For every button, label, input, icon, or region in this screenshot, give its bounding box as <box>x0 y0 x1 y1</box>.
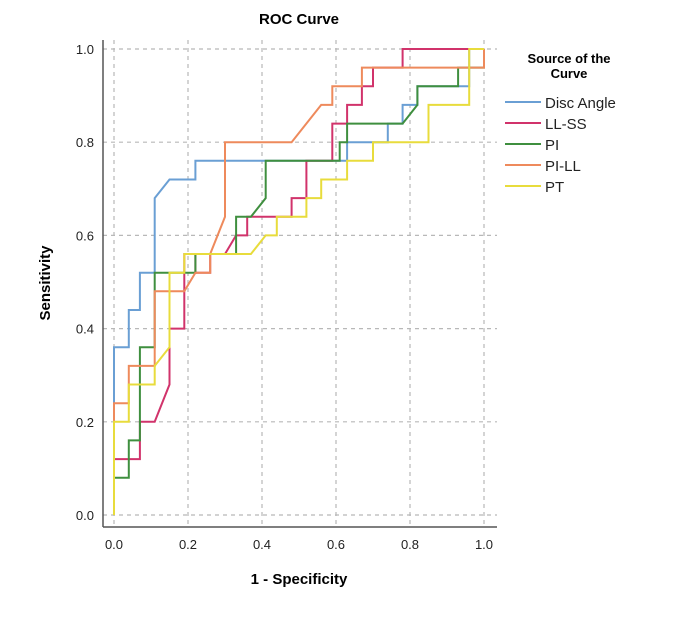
y-tick-label: 0.6 <box>76 228 94 243</box>
legend: Source of the Curve Disc Angle LL-SS PI PI-… <box>505 51 616 196</box>
x-tick-labels: 0.0 0.2 0.4 0.6 0.8 1.0 <box>105 537 493 552</box>
legend-label: Disc Angle <box>545 95 616 112</box>
legend-item-pi: PI <box>505 137 559 154</box>
legend-label: PI <box>545 137 559 154</box>
x-tick-label: 0.4 <box>253 537 271 552</box>
y-tick-labels: 0.0 0.2 0.4 0.6 0.8 1.0 <box>76 42 94 523</box>
curve-pi-ll <box>113 49 485 515</box>
curve-pi <box>113 49 485 515</box>
x-tick-label: 0.0 <box>105 537 123 552</box>
chart-title: ROC Curve <box>259 11 339 28</box>
legend-title-line-1: Source of the <box>527 51 610 66</box>
legend-item-disc-angle: Disc Angle <box>505 95 616 112</box>
y-tick-label: 0.8 <box>76 135 94 150</box>
y-axis-label: Sensitivity <box>37 245 54 321</box>
legend-label: PT <box>545 179 564 196</box>
x-tick-label: 0.8 <box>401 537 419 552</box>
curves <box>113 48 485 515</box>
legend-title-line-2: Curve <box>551 66 588 81</box>
legend-item-ll-ss: LL-SS <box>505 116 587 133</box>
legend-label: PI-LL <box>545 158 581 175</box>
x-tick-label: 0.2 <box>179 537 197 552</box>
y-tick-label: 0.4 <box>76 322 94 337</box>
y-tick-label: 0.0 <box>76 508 94 523</box>
legend-label: LL-SS <box>545 116 587 133</box>
x-axis-label: 1 - Specificity <box>251 571 348 588</box>
y-tick-label: 0.2 <box>76 415 94 430</box>
x-tick-label: 1.0 <box>475 537 493 552</box>
legend-item-pi-ll: PI-LL <box>505 158 581 175</box>
curve-pt <box>113 48 484 515</box>
legend-item-pt: PT <box>505 179 564 196</box>
y-tick-label: 1.0 <box>76 42 94 57</box>
grid <box>103 40 497 527</box>
x-tick-label: 0.6 <box>327 537 345 552</box>
